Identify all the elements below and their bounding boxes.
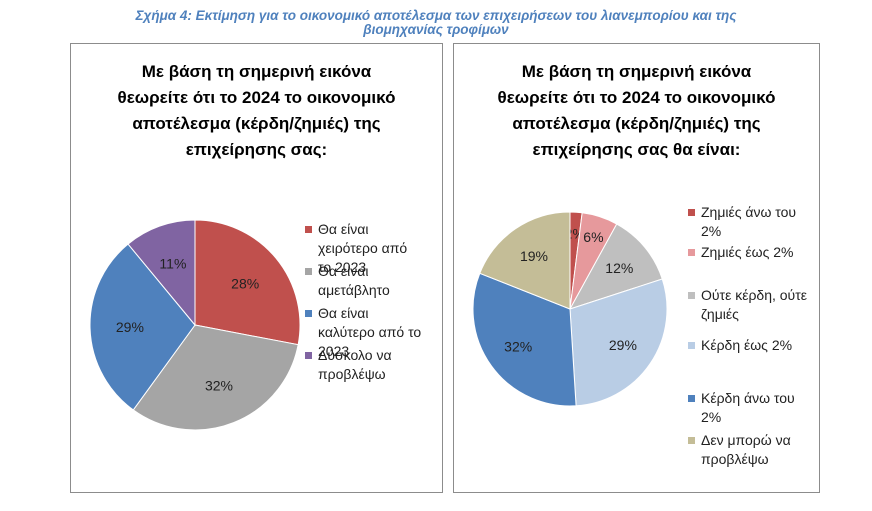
slice-data-label: 12% bbox=[605, 260, 633, 276]
legend-label: Δεν μπορώ να προβλέψω bbox=[701, 432, 791, 467]
slice-data-label: 19% bbox=[520, 248, 548, 264]
slice-data-label: 29% bbox=[609, 337, 637, 353]
pie-slice bbox=[479, 211, 571, 310]
legend-swatch bbox=[688, 249, 695, 256]
chart-title-line: αποτέλεσμα (κέρδη/ζημιές) της bbox=[132, 114, 381, 133]
pie-slice bbox=[194, 219, 301, 346]
legend-swatch bbox=[688, 209, 695, 216]
legend-swatch bbox=[688, 437, 695, 444]
legend-label: Θα είναι καλύτερο από το 2023 bbox=[318, 305, 422, 359]
legend-swatch bbox=[688, 342, 695, 349]
figure-title: Σχήμα 4: Εκτίμηση για το οικονομικό αποτ… bbox=[0, 9, 872, 37]
chart-title-line: αποτέλεσμα (κέρδη/ζημιές) της bbox=[512, 114, 761, 133]
chart-panel-left: Με βάση τη σημερινή εικόνα θεωρείτε ότι … bbox=[70, 43, 443, 493]
pie-slice bbox=[127, 219, 196, 327]
pie-chart-left: 28% 32% 29% 11% bbox=[89, 219, 301, 431]
slice-data-label: 28% bbox=[231, 276, 259, 292]
chart-title-line: Με βάση τη σημερινή εικόνα bbox=[521, 62, 752, 81]
slice-data-label: 29% bbox=[116, 319, 144, 335]
pie-slice bbox=[132, 324, 299, 431]
slice-data-label: 11% bbox=[159, 256, 186, 272]
chart-title-line: θεωρείτε ότι το 2024 το οικονομικό bbox=[117, 88, 396, 107]
slice-data-label: 32% bbox=[205, 378, 233, 394]
legend-label: Κέρδη έως 2% bbox=[701, 337, 793, 353]
legend-label: Θα είναι χειρότερο από το 2023 bbox=[318, 221, 408, 275]
legend-label: Ζημιές έως 2% bbox=[701, 244, 794, 260]
pie-slice bbox=[568, 223, 663, 310]
figure-title-line1: Σχήμα 4: Εκτίμηση για το οικονομικό αποτ… bbox=[135, 8, 737, 23]
chart-title-line: επιχείρησης σας: bbox=[185, 140, 328, 159]
slice-data-label: 32% bbox=[504, 339, 532, 355]
legend-label: Κέρδη άνω του 2% bbox=[701, 390, 795, 425]
slice-data-label: 6% bbox=[583, 229, 603, 245]
figure-title-line2: βιομηχανίας τροφίμων bbox=[363, 22, 509, 37]
chart-panel-right: Με βάση τη σημερινή εικόνα θεωρείτε ότι … bbox=[453, 43, 820, 493]
pie-slice bbox=[472, 272, 577, 407]
legend-label: Θα είναι αμετάβλητο bbox=[318, 263, 390, 298]
chart-title-right: Με βάση τη σημερινή εικόνα θεωρείτε ότι … bbox=[454, 59, 819, 163]
chart-title-line: Με βάση τη σημερινή εικόνα bbox=[141, 62, 372, 81]
pie-slice bbox=[89, 243, 196, 411]
legend-swatch bbox=[305, 226, 312, 233]
chart-title-left: Με βάση τη σημερινή εικόνα θεωρείτε ότι … bbox=[71, 59, 442, 163]
pie-slice bbox=[569, 278, 668, 407]
chart-title-line: επιχείρησης σας θα είναι: bbox=[532, 140, 741, 159]
legend-label: Ζημιές άνω του 2% bbox=[701, 204, 797, 239]
legend-swatch bbox=[688, 292, 695, 299]
legend-swatch bbox=[305, 268, 312, 275]
legend-swatch bbox=[305, 352, 312, 359]
legend-label: Δύσκολο να προβλέψω bbox=[318, 347, 392, 382]
pie-chart-right: 2%6%12%29%32%19% bbox=[472, 211, 668, 407]
legend-swatch bbox=[305, 310, 312, 317]
legend-label: Ούτε κέρδη, ούτε ζημιές bbox=[701, 287, 807, 322]
legend-swatch bbox=[688, 395, 695, 402]
chart-title-line: θεωρείτε ότι το 2024 το οικονομικό bbox=[497, 88, 776, 107]
